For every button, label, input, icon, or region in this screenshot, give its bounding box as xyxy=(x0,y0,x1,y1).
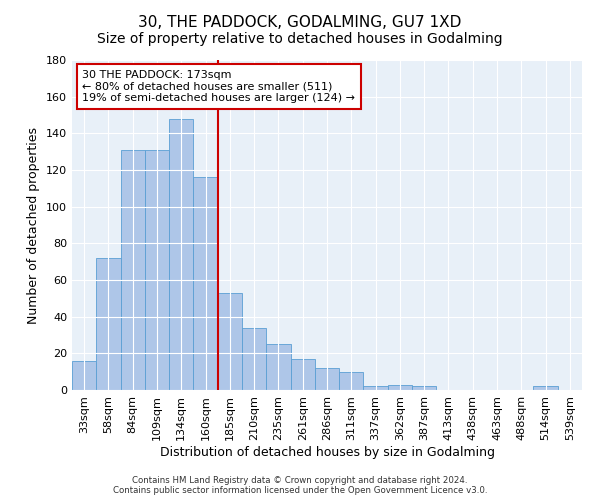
Bar xyxy=(315,368,339,390)
X-axis label: Distribution of detached houses by size in Godalming: Distribution of detached houses by size … xyxy=(160,446,494,458)
Text: Size of property relative to detached houses in Godalming: Size of property relative to detached ho… xyxy=(97,32,503,46)
Text: 30 THE PADDOCK: 173sqm
← 80% of detached houses are smaller (511)
19% of semi-de: 30 THE PADDOCK: 173sqm ← 80% of detached… xyxy=(82,70,355,103)
Bar xyxy=(533,386,558,390)
Bar xyxy=(242,328,266,390)
Bar xyxy=(72,360,96,390)
Bar xyxy=(388,384,412,390)
Bar xyxy=(96,258,121,390)
Y-axis label: Number of detached properties: Number of detached properties xyxy=(28,126,40,324)
Bar xyxy=(339,372,364,390)
Bar xyxy=(266,344,290,390)
Bar xyxy=(121,150,145,390)
Bar xyxy=(193,178,218,390)
Bar xyxy=(364,386,388,390)
Bar xyxy=(412,386,436,390)
Text: 30, THE PADDOCK, GODALMING, GU7 1XD: 30, THE PADDOCK, GODALMING, GU7 1XD xyxy=(139,15,461,30)
Text: Contains HM Land Registry data © Crown copyright and database right 2024.
Contai: Contains HM Land Registry data © Crown c… xyxy=(113,476,487,495)
Bar xyxy=(218,293,242,390)
Bar xyxy=(145,150,169,390)
Bar xyxy=(290,359,315,390)
Bar xyxy=(169,118,193,390)
